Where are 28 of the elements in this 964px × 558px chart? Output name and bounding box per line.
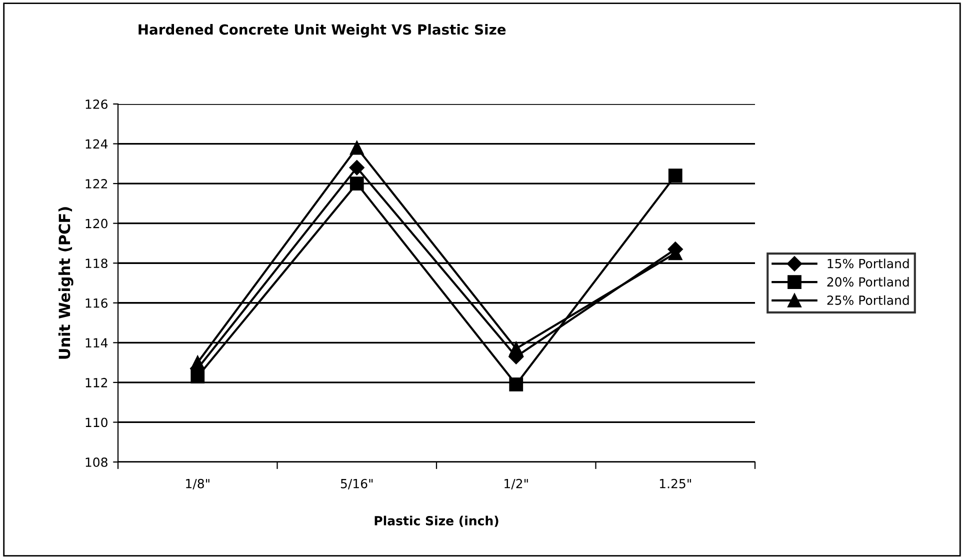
- y-tick-label: 120: [86, 218, 108, 228]
- point: [349, 160, 364, 176]
- y-tick-label: 108: [86, 457, 108, 467]
- point: [350, 176, 364, 190]
- point: [190, 356, 205, 370]
- point: [350, 140, 364, 155]
- x-tick-label: 1.25": [660, 478, 691, 488]
- y-tick-label: 126: [86, 99, 108, 109]
- y-tick-label: 118: [86, 258, 108, 268]
- legend-label: 20% Portland: [827, 276, 909, 287]
- y-tick-label: 110: [86, 418, 108, 428]
- legend-label: 25% Portland: [827, 295, 909, 305]
- x-tick-label: 1/8": [186, 478, 210, 490]
- point: [190, 370, 205, 384]
- y-tick-label: 116: [86, 298, 108, 308]
- y-axis-title: Unit Weight (PCF): [58, 207, 74, 359]
- x-tick-label: 1/2": [504, 478, 528, 490]
- y-tick-label: 124: [86, 139, 108, 149]
- y-tick-label: 114: [86, 338, 108, 348]
- x-tick-label: 5/16": [340, 478, 373, 490]
- point: [668, 168, 682, 183]
- y-tick-label: 112: [86, 378, 108, 388]
- point: [509, 377, 524, 392]
- chart-title: Hardened Concrete Unit Weight VS Plastic Size: [138, 24, 506, 38]
- x-axis-title: Plastic Size (inch): [374, 516, 498, 527]
- point: [509, 342, 524, 356]
- legend-label: 15% Portland: [828, 258, 909, 268]
- y-tick-label: 122: [86, 179, 108, 188]
